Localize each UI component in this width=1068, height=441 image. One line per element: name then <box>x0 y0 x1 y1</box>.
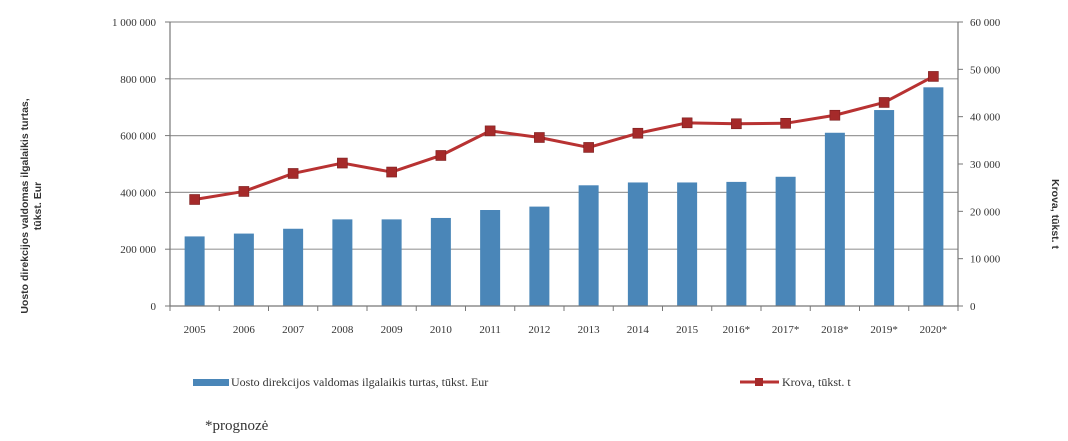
right-tick-label: 10 000 <box>970 254 1001 266</box>
forecast-footnote: *prognozė <box>205 418 269 434</box>
legend-line-label: Krova, tūkst. t <box>782 375 851 389</box>
bar-2005 <box>184 236 205 306</box>
left-tick-label: 200 000 <box>120 244 156 256</box>
right-axis-title: Krova, tūkst. t <box>1049 179 1061 250</box>
left-axis-ticks: 0 200 000 400 000 600 000 800 000 1 000 000 <box>112 17 157 313</box>
x-tick-label: 2008 <box>331 324 354 336</box>
bar-series <box>184 87 944 306</box>
right-axis-ticks: 0 10 000 20 000 30 000 40 000 50 000 60 000 <box>958 17 1001 313</box>
line-point-2009 <box>386 166 397 178</box>
right-tick-label: 20 000 <box>970 206 1001 218</box>
bar-2020* <box>923 87 944 306</box>
x-axis-ticks: 2005 2006 2007 2008 2009 2010 2011 2012 2013 2014… <box>184 324 948 336</box>
line-point-2015 <box>681 117 693 129</box>
left-axis-title: Uosto direkcijos valdomas ilgalaikis tur… <box>19 98 44 313</box>
left-axis-title-line: Uosto direkcijos valdomas ilgalaikis tur… <box>19 98 31 313</box>
line-point-2011 <box>484 125 496 137</box>
x-tick-label: 2011 <box>479 324 501 336</box>
left-tick-label: 0 <box>151 301 157 313</box>
line-point-2005 <box>189 194 200 205</box>
line-series <box>189 71 939 205</box>
bar-2015 <box>677 182 698 306</box>
line-point-2006 <box>238 186 250 197</box>
x-tick-label: 2019* <box>870 324 898 336</box>
bar-2010 <box>430 217 451 306</box>
left-tick-label: 800 000 <box>120 74 156 86</box>
x-tick-label: 2005 <box>184 324 207 336</box>
line-point-2008 <box>337 157 348 169</box>
bar-2007 <box>283 228 304 306</box>
legend-bar-label: Uosto direkcijos valdomas ilgalaikis tur… <box>231 375 488 389</box>
bar-2013 <box>578 185 599 306</box>
bar-2018* <box>824 132 845 306</box>
x-tick-label: 2020* <box>920 324 948 336</box>
line-point-2014 <box>632 127 644 139</box>
right-tick-label: 30 000 <box>970 159 1001 171</box>
right-tick-label: 50 000 <box>970 64 1001 76</box>
bar-2008 <box>332 219 353 306</box>
x-tick-label: 2006 <box>233 324 256 336</box>
left-tick-label: 400 000 <box>120 187 156 199</box>
line-point-2016* <box>731 118 742 130</box>
krova-line <box>194 75 935 201</box>
right-tick-label: 0 <box>970 301 976 313</box>
bar-2017* <box>775 176 796 306</box>
x-tick-label: 2007 <box>282 324 305 336</box>
line-point-2012 <box>534 132 545 143</box>
left-tick-label: 1 000 000 <box>112 17 157 29</box>
line-point-2020* <box>928 71 939 82</box>
line-point-2019* <box>878 97 890 108</box>
legend-line-marker <box>755 378 763 386</box>
line-point-2010 <box>435 150 447 161</box>
x-tick-label: 2014 <box>627 324 650 336</box>
bar-2009 <box>381 219 402 306</box>
x-tick-label: 2012 <box>528 324 550 336</box>
line-point-2013 <box>583 142 594 153</box>
right-tick-label: 40 000 <box>970 112 1001 124</box>
bar-2012 <box>529 206 550 306</box>
left-tick-label: 600 000 <box>120 131 156 143</box>
x-tick-label: 2017* <box>772 324 800 336</box>
bar-2011 <box>480 210 501 306</box>
line-point-2017* <box>780 117 791 129</box>
x-tick-label: 2016* <box>723 324 751 336</box>
bar-2016* <box>726 181 747 306</box>
bar-2006 <box>233 233 254 306</box>
x-tick-label: 2010 <box>430 324 453 336</box>
line-point-2018* <box>829 109 841 121</box>
x-tick-label: 2009 <box>381 324 404 336</box>
line-point-2007 <box>287 168 299 179</box>
left-axis-title-line: tūkst. Eur <box>32 182 44 230</box>
legend: Uosto direkcijos valdomas ilgalaikis tur… <box>193 375 851 389</box>
x-tick-label: 2015 <box>676 324 699 336</box>
bar-2014 <box>627 182 648 306</box>
legend-bar-swatch <box>193 379 229 386</box>
x-tick-label: 2018* <box>821 324 849 336</box>
bar-2019* <box>874 110 895 306</box>
right-tick-label: 60 000 <box>970 17 1001 29</box>
x-tick-label: 2013 <box>578 324 601 336</box>
